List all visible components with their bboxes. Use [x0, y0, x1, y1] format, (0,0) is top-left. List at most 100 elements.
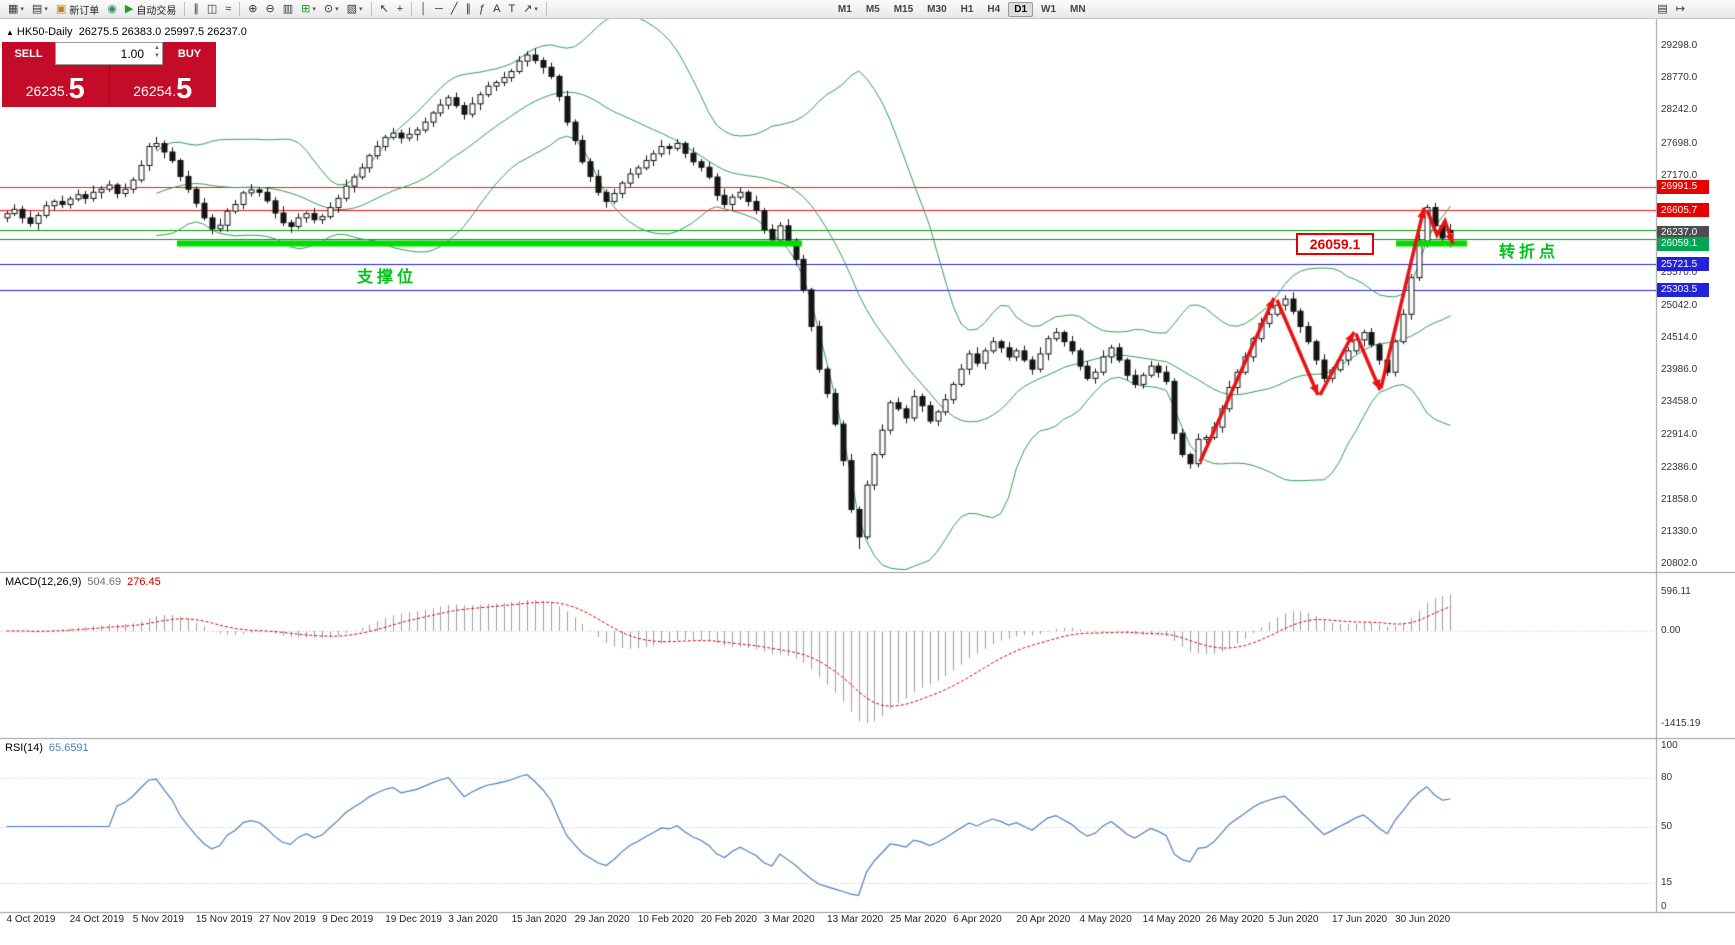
price-axis-label: 24514.0	[1661, 331, 1698, 343]
timeframe-m30[interactable]: M30	[927, 3, 947, 15]
trendline-button[interactable]: ╱	[448, 1, 461, 17]
channel-button[interactable]: ∥	[462, 1, 474, 17]
dropdown-arrow-icon: ▾	[44, 6, 48, 13]
new-order-button[interactable]: ▣ 新订单	[53, 1, 102, 17]
toolbar-separator	[370, 2, 372, 16]
toolbar-separator	[545, 2, 547, 16]
tile-windows-button[interactable]: ▥	[280, 1, 296, 17]
crosshair-button[interactable]: +	[394, 1, 406, 17]
volume-down-button[interactable]: ▼	[154, 52, 160, 59]
date-label: 13 Mar 2020	[827, 914, 884, 925]
periods-button[interactable]: ⊙ ▾	[321, 1, 342, 17]
volume-input[interactable]: 1.00 ▲ ▼	[55, 42, 163, 65]
price-axis-label: 29298.0	[1661, 40, 1698, 51]
buy-price-big-digit: 5	[176, 73, 193, 106]
candlestick-chart-icon: ◫	[206, 2, 218, 15]
timeframe-w1[interactable]: W1	[1041, 3, 1057, 15]
templates-button[interactable]: ▧ ▾	[344, 1, 366, 17]
date-label: 10 Feb 2020	[637, 914, 694, 925]
market-watch-button[interactable]: ◉	[104, 1, 120, 17]
fibonacci-button[interactable]: ƒ	[476, 1, 488, 17]
rsi-scale-label: 50	[1661, 820, 1673, 832]
price-axis-label: 28242.0	[1661, 104, 1698, 116]
line-chart-button[interactable]: ≈	[222, 1, 234, 17]
timeframe-m1[interactable]: M1	[837, 3, 852, 15]
horizontal-line-button[interactable]: ─	[432, 1, 446, 17]
buy-price[interactable]: 26254. 5	[110, 65, 217, 107]
rsi-scale-label: 15	[1661, 876, 1673, 888]
timeframe-mn[interactable]: MN	[1070, 3, 1086, 15]
zoom-out-button[interactable]: ⊖	[263, 1, 278, 17]
chart-symbol-label: HK50-Daily	[16, 26, 73, 38]
sell-price-big-digit: 5	[68, 73, 85, 106]
timeframe-h4[interactable]: H4	[987, 3, 1001, 15]
rsi-name: RSI(14)	[5, 742, 43, 754]
support-level-label: 支撑位	[357, 269, 418, 286]
toolbar: ▦ ▾ ▤ ▾ ▣ 新订单 ◉ ▶ 自动交易 ∥ ◫ ≈ ⊕ ⊖ ▥ ⊞ ▾ ⊙ ▾ ▧ ▾ ↖ + │ ─ ╱ ∥ ƒ A T ↗ ▾ M1…	[0, 0, 1735, 19]
candlestick-chart-button[interactable]: ◫	[204, 1, 220, 17]
macd-scale-label: 596.11	[1661, 585, 1691, 597]
price-axis-label: 21330.0	[1661, 526, 1698, 538]
sell-button[interactable]: SELL	[2, 42, 55, 65]
price-axis[interactable]: 29298.0 28770.0 28242.0 27698.0 27170.0 25570…	[1657, 0, 1735, 945]
print-button[interactable]: ▤	[1654, 1, 1670, 17]
bar-chart-button[interactable]: ∥	[190, 1, 202, 17]
toolbar-separator	[184, 2, 186, 16]
zoom-in-button[interactable]: ⊕	[245, 1, 260, 17]
vertical-line-icon: │	[420, 2, 428, 15]
price-axis-label: 27170.0	[1661, 169, 1698, 181]
timeframe-d1[interactable]: D1	[1008, 1, 1034, 17]
volume-value: 1.00	[120, 46, 144, 61]
new-order-button-label: 新订单	[69, 5, 100, 17]
price-axis-label: 22914.0	[1661, 429, 1698, 441]
text-button[interactable]: A	[490, 1, 503, 17]
price-axis-badge-green: 26059.1	[1657, 236, 1709, 251]
cursor-button[interactable]: ↖	[377, 1, 392, 17]
indicators-button[interactable]: ⊞ ▾	[298, 1, 319, 17]
price-axis-label: 23986.0	[1661, 364, 1698, 376]
toolbar-items: ▦ ▾ ▤ ▾ ▣ 新订单 ◉ ▶ 自动交易 ∥ ◫ ≈ ⊕ ⊖ ▥ ⊞ ▾ ⊙ ▾ ▧ ▾ ↖ + │ ─ ╱ ∥ ƒ A T ↗ ▾	[4, 1, 551, 17]
auto-trading-button[interactable]: ▶ 自动交易	[122, 1, 179, 17]
buy-button[interactable]: BUY	[163, 42, 216, 65]
price-axis-badge-blue: 25721.5	[1657, 257, 1709, 272]
price-axis-label: 28770.0	[1661, 72, 1698, 84]
price-axis-badge-blue: 25303.5	[1657, 282, 1709, 297]
price-axis-label: 22386.0	[1661, 461, 1698, 473]
date-label: 27 Nov 2019	[258, 914, 316, 925]
macd-main-value: 504.69	[87, 576, 122, 588]
new-order-icon: ▣	[55, 2, 67, 15]
fibonacci-icon: ƒ	[478, 2, 486, 15]
timeframe-m15[interactable]: M15	[893, 3, 914, 15]
arrows-icon: ↗	[523, 2, 533, 15]
date-label: 9 Dec 2019	[322, 914, 374, 925]
date-label: 24 Oct 2019	[69, 914, 125, 925]
rsi-indicator-label: RSI(14) 65.6591	[5, 742, 89, 754]
arrows-button[interactable]: ↗ ▾	[520, 1, 541, 17]
sell-price[interactable]: 26235. 5	[2, 65, 110, 107]
date-label: 15 Nov 2019	[195, 914, 253, 925]
date-label: 5 Nov 2019	[132, 914, 184, 925]
timeframe-m5[interactable]: M5	[865, 3, 880, 15]
macd-scale-label: -1415.19	[1661, 717, 1701, 729]
date-label: 29 Jan 2020	[574, 914, 630, 925]
new-chart-button[interactable]: ▦ ▾	[5, 1, 27, 17]
toolbar-separator	[411, 2, 413, 16]
timeframe-h1[interactable]: H1	[960, 3, 974, 15]
toolbar-right: ▤ ↦	[1653, 1, 1689, 17]
dropdown-arrow-icon: ▾	[312, 6, 316, 13]
date-axis[interactable]: 4 Oct 2019 24 Oct 2019 5 Nov 2019 15 Nov 20…	[0, 914, 1735, 936]
zoom-out-icon: ⊖	[265, 2, 275, 15]
volume-up-button[interactable]: ▲	[154, 45, 160, 51]
price-axis-label: 27698.0	[1661, 137, 1698, 149]
chart-ohlc-values: 26275.5 26383.0 25997.5 26237.0	[78, 26, 247, 38]
crosshair-icon: +	[396, 2, 404, 15]
profiles-button[interactable]: ▤ ▾	[29, 1, 51, 17]
date-label: 25 Mar 2020	[890, 914, 947, 925]
vertical-line-button[interactable]: │	[417, 1, 430, 17]
rsi-value: 65.6591	[48, 742, 89, 754]
date-label: 14 May 2020	[1142, 914, 1201, 925]
label-button[interactable]: T	[505, 1, 518, 17]
chart-shift-button[interactable]: ↦	[1673, 1, 1688, 17]
